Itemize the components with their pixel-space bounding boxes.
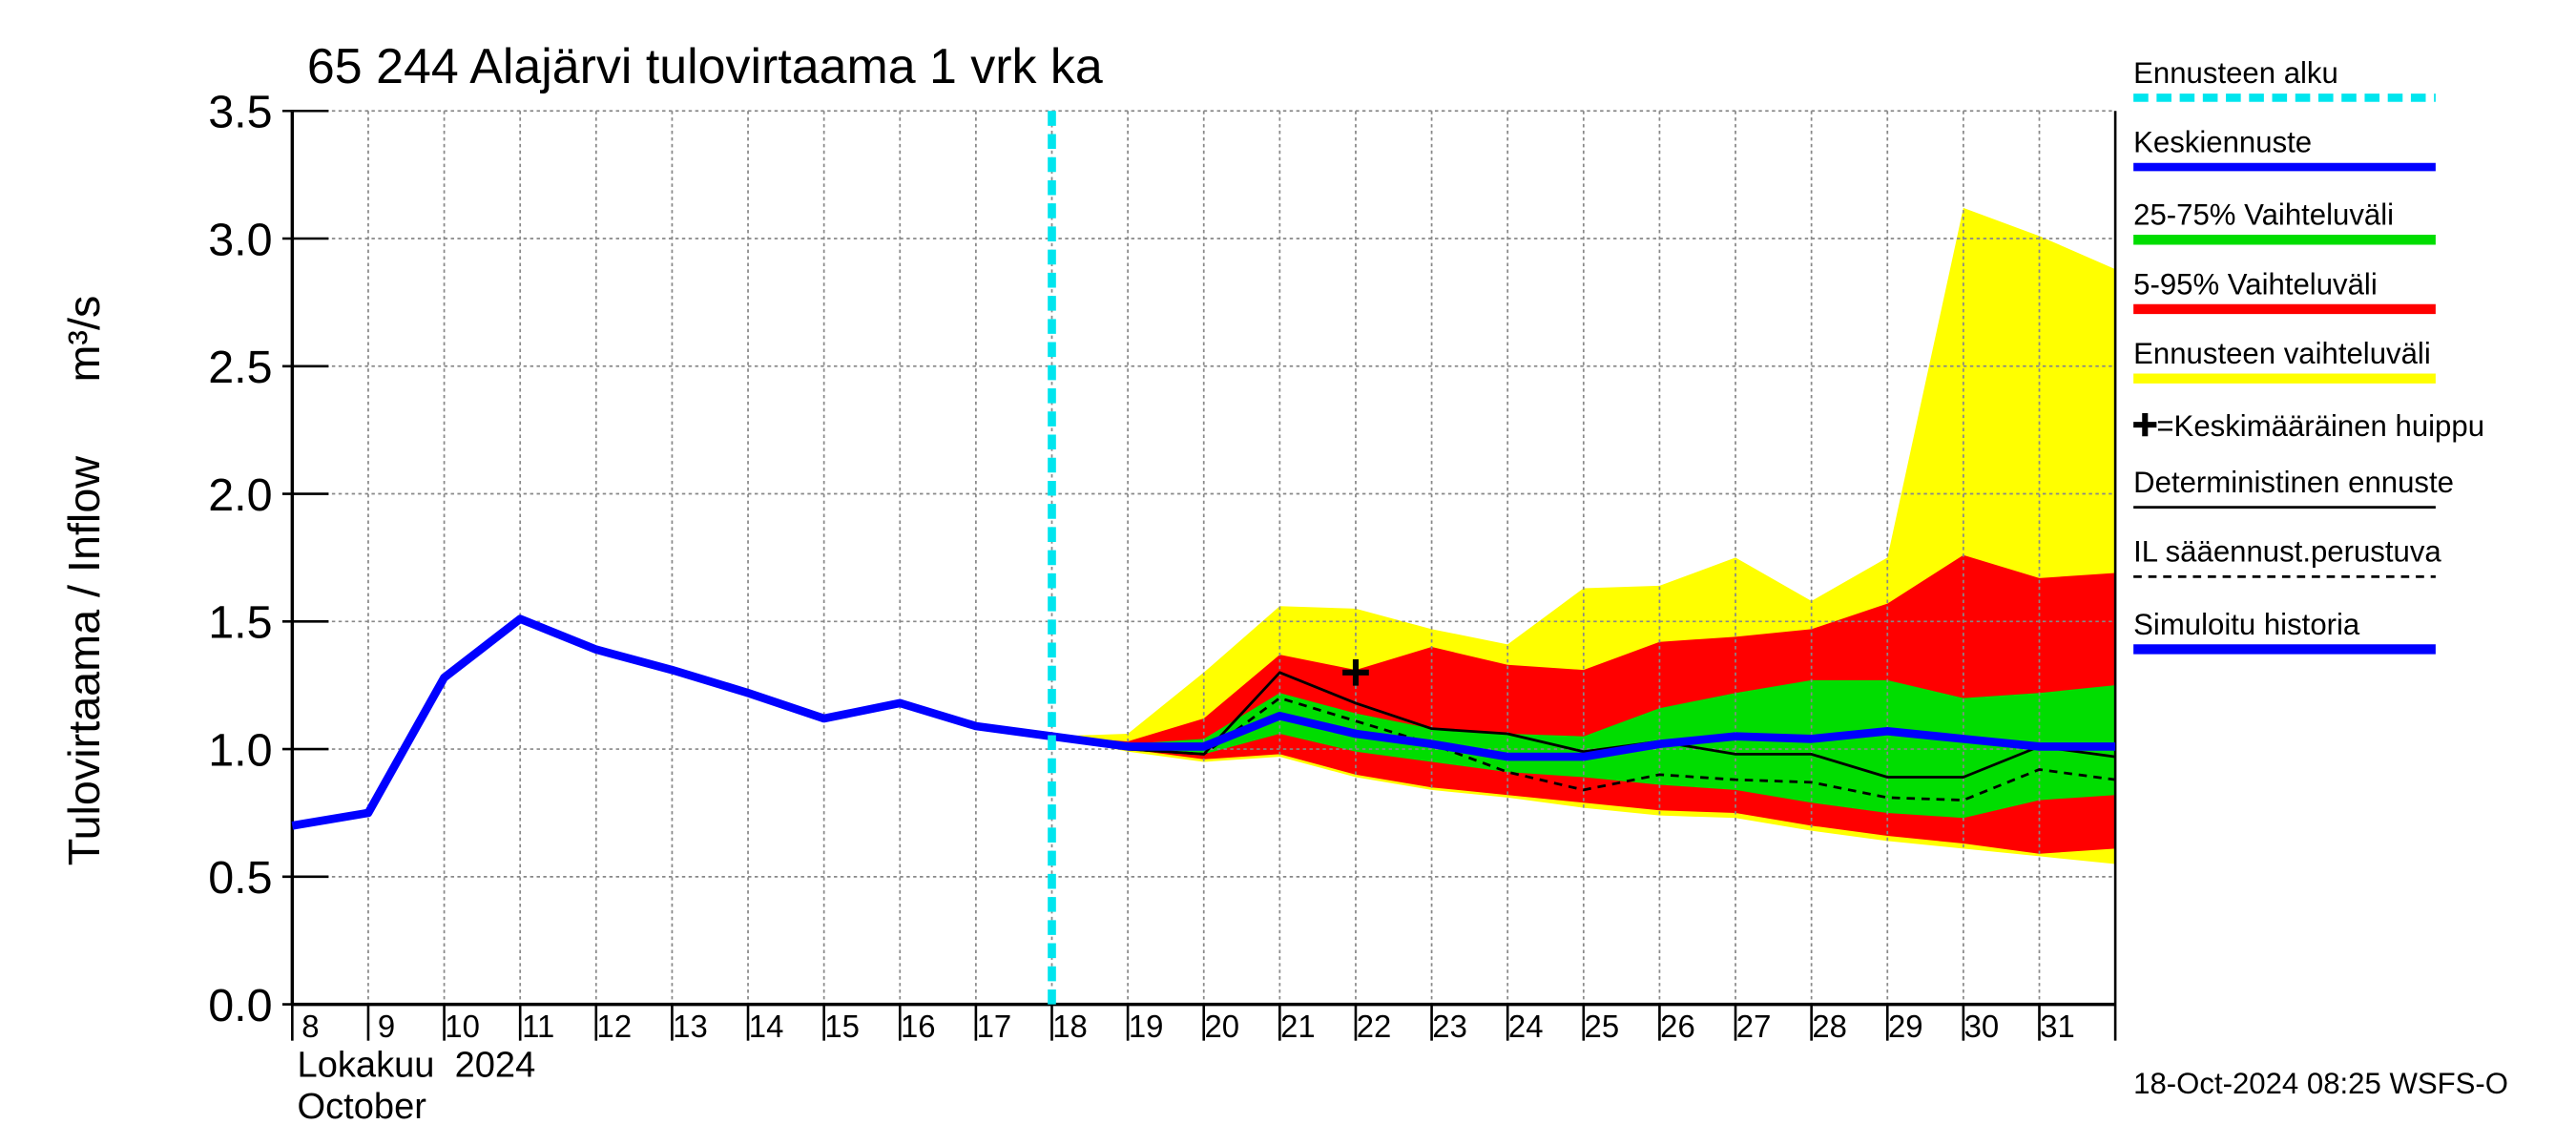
x-tick-label: 18: [1052, 1009, 1088, 1044]
x-tick-label: 8: [301, 1009, 319, 1044]
x-tick-label: 22: [1357, 1009, 1392, 1044]
x-tick-label: 9: [378, 1009, 395, 1044]
legend-label: 25-75% Vaihteluväli: [2133, 198, 2394, 232]
legend-label: Deterministinen ennuste: [2133, 466, 2454, 499]
y-tick-label: 2.0: [208, 469, 272, 521]
y-tick-label: 3.0: [208, 214, 272, 265]
x-tick-label: 12: [597, 1009, 633, 1044]
legend-label: Simuloitu historia: [2133, 608, 2360, 641]
x-tick-label: 29: [1888, 1009, 1923, 1044]
x-tick-label: 23: [1432, 1009, 1467, 1044]
legend-label: Ennusteen alku: [2133, 56, 2338, 90]
x-tick-label: 14: [749, 1009, 784, 1044]
x-tick-label: 28: [1812, 1009, 1847, 1044]
legend-label: 5-95% Vaihteluväli: [2133, 267, 2378, 301]
legend-label: Ennusteen vaihteluväli: [2133, 337, 2431, 370]
series-line: [291, 614, 1053, 830]
x-tick-label: 25: [1585, 1009, 1620, 1044]
legend-label: =Keskimääräinen huippu: [2156, 409, 2484, 443]
x-tick-label: 20: [1204, 1009, 1239, 1044]
x-tick-label: 15: [824, 1009, 860, 1044]
x-tick-label: 10: [445, 1009, 480, 1044]
y-axis-unit: m³/s: [59, 296, 109, 383]
legend-label: IL sääennust.perustuva: [2133, 535, 2441, 569]
x-tick-label: 27: [1736, 1009, 1772, 1044]
x-tick-label: 30: [1964, 1009, 2000, 1044]
x-tick-label: 26: [1660, 1009, 1695, 1044]
series-line: [1051, 671, 2116, 779]
footer: 18-Oct-2024 08:25 WSFS-O: [2133, 1067, 2508, 1100]
x-tick-label: 17: [977, 1009, 1012, 1044]
x-tick-label: 13: [673, 1009, 708, 1044]
y-tick-label: 3.5: [208, 87, 272, 138]
y-tick-label: 0.5: [208, 852, 272, 904]
chart-title: 65 244 Alajärvi tulovirtaama 1 vrk ka: [307, 39, 1103, 94]
x-axis-month-en: October: [298, 1087, 427, 1127]
x-tick-label: 11: [522, 1009, 554, 1044]
x-tick-label: 21: [1280, 1009, 1316, 1044]
x-tick-label: 19: [1129, 1009, 1164, 1044]
y-tick-label: 0.0: [208, 980, 272, 1031]
series-line: [1050, 711, 2116, 761]
y-axis-label: Tulovirtaama / Inflow: [59, 456, 109, 866]
legend-peak-symbol: [2133, 412, 2157, 437]
y-tick-label: 2.5: [208, 342, 272, 393]
x-tick-label: 31: [2040, 1009, 2075, 1044]
x-tick-label: 16: [901, 1009, 936, 1044]
peak-marker: [1342, 658, 1369, 686]
x-axis-month: Lokakuu 2024: [298, 1046, 536, 1086]
y-tick-label: 1.5: [208, 597, 272, 649]
y-tick-label: 1.0: [208, 724, 272, 776]
legend-label: Keskiennuste: [2133, 126, 2312, 159]
x-tick-label: 24: [1508, 1009, 1544, 1044]
